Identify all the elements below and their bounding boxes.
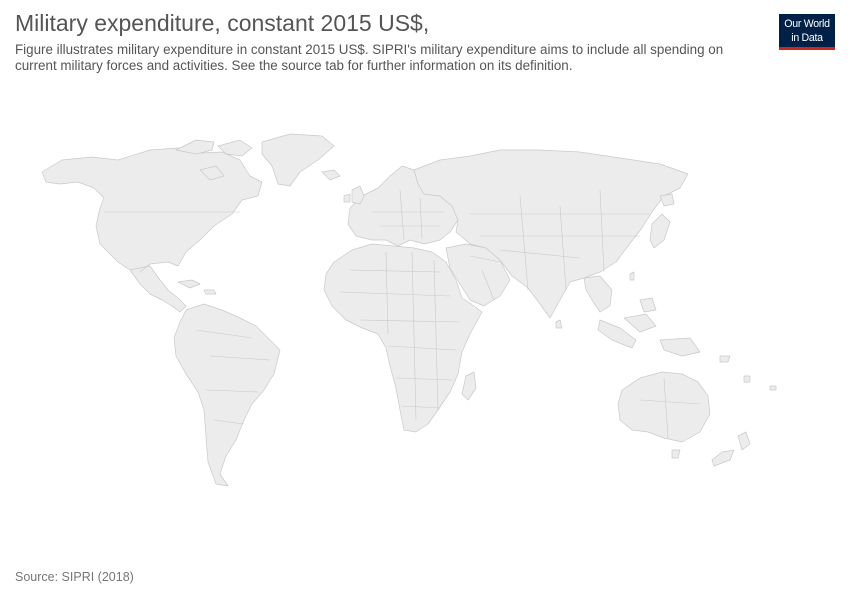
region-uk-ireland[interactable] bbox=[343, 185, 365, 205]
region-greenland[interactable] bbox=[261, 133, 335, 187]
chart-title: Military expenditure, constant 2015 US$, bbox=[15, 10, 430, 36]
country-borders bbox=[104, 189, 701, 439]
region-madagascar[interactable] bbox=[461, 371, 477, 401]
region-north-america[interactable] bbox=[41, 147, 263, 273]
region-southeast-asia[interactable] bbox=[583, 275, 701, 357]
chart-subtitle: Figure illustrates military expenditure … bbox=[15, 42, 724, 73]
region-australia[interactable] bbox=[617, 371, 711, 443]
owid-logo[interactable]: Our World in Data bbox=[779, 14, 835, 50]
region-arctic-islands[interactable] bbox=[175, 139, 253, 181]
region-iceland[interactable] bbox=[321, 169, 341, 181]
logo-line-1: Our World bbox=[784, 18, 830, 30]
region-tasmania[interactable] bbox=[671, 449, 681, 459]
region-small-islands[interactable] bbox=[555, 271, 635, 329]
region-central-america[interactable] bbox=[129, 265, 187, 313]
logo-line-2: in Data bbox=[791, 32, 823, 44]
source-note[interactable]: Source: SIPRI (2018) bbox=[15, 570, 134, 584]
region-pacific-islands[interactable] bbox=[719, 355, 777, 391]
region-south-america[interactable] bbox=[173, 303, 281, 487]
region-japan[interactable] bbox=[649, 193, 675, 249]
region-caribbean[interactable] bbox=[177, 279, 217, 295]
region-new-zealand[interactable] bbox=[711, 431, 751, 467]
region-africa[interactable] bbox=[323, 243, 483, 433]
